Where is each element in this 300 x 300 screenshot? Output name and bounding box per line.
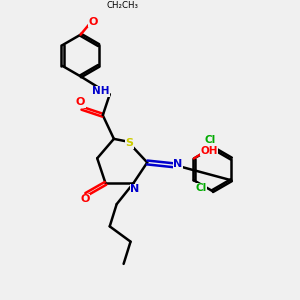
- Text: N: N: [130, 184, 139, 194]
- Text: Cl: Cl: [195, 183, 206, 193]
- Text: Cl: Cl: [204, 135, 215, 145]
- Text: NH: NH: [92, 86, 110, 96]
- Text: O: O: [88, 16, 98, 27]
- Text: O: O: [76, 97, 85, 107]
- Text: O: O: [80, 194, 89, 204]
- Text: CH₂CH₃: CH₂CH₃: [107, 1, 139, 10]
- Text: S: S: [125, 138, 133, 148]
- Text: OH: OH: [200, 146, 218, 156]
- Text: N: N: [173, 159, 182, 169]
